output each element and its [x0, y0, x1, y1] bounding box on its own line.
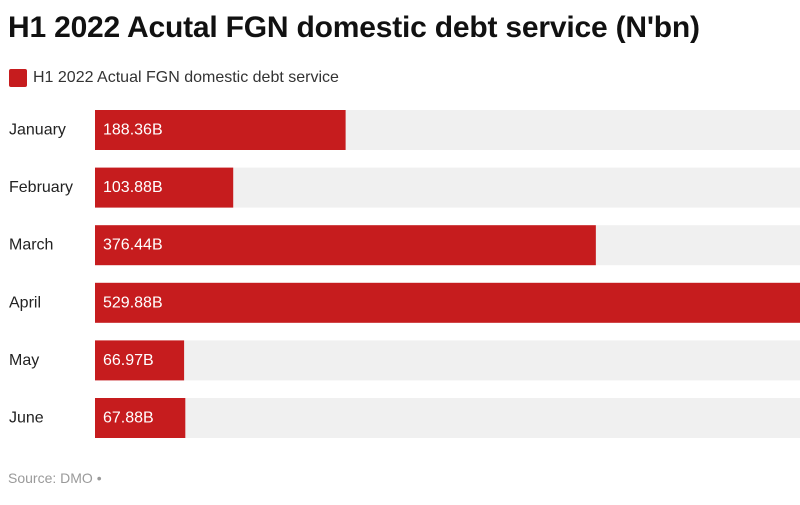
bar-track-june	[95, 398, 800, 438]
chart-title: H1 2022 Acutal FGN domestic debt service…	[8, 11, 700, 44]
bar-june	[95, 398, 186, 438]
data-label-june: 67.88B	[103, 410, 154, 427]
legend: H1 2022 Actual FGN domestic debt service	[9, 68, 339, 88]
category-label-april: April	[9, 294, 41, 311]
category-label-february: February	[9, 179, 73, 196]
legend-label: H1 2022 Actual FGN domestic debt service	[33, 69, 339, 86]
data-label-march: 376.44B	[103, 237, 163, 254]
data-label-january: 188.36B	[103, 122, 163, 139]
category-label-march: March	[9, 237, 53, 254]
category-label-may: May	[9, 352, 39, 369]
category-label-june: June	[9, 410, 44, 427]
bar-february	[95, 167, 234, 208]
data-label-february: 103.88B	[103, 179, 163, 196]
category-label-january: January	[9, 122, 66, 139]
bar-march	[95, 225, 596, 266]
bar-may	[95, 340, 185, 381]
bars-layer: January 188.36B February 103.88B March 376.44…	[9, 110, 800, 438]
bar-april	[95, 282, 800, 323]
bar-track-may	[95, 340, 800, 381]
source-note: Source: DMO •	[8, 470, 102, 486]
legend-swatch	[9, 69, 27, 87]
data-label-april: 529.88B	[103, 294, 163, 311]
bar-january	[95, 110, 346, 150]
data-label-may: 66.97B	[103, 352, 154, 369]
